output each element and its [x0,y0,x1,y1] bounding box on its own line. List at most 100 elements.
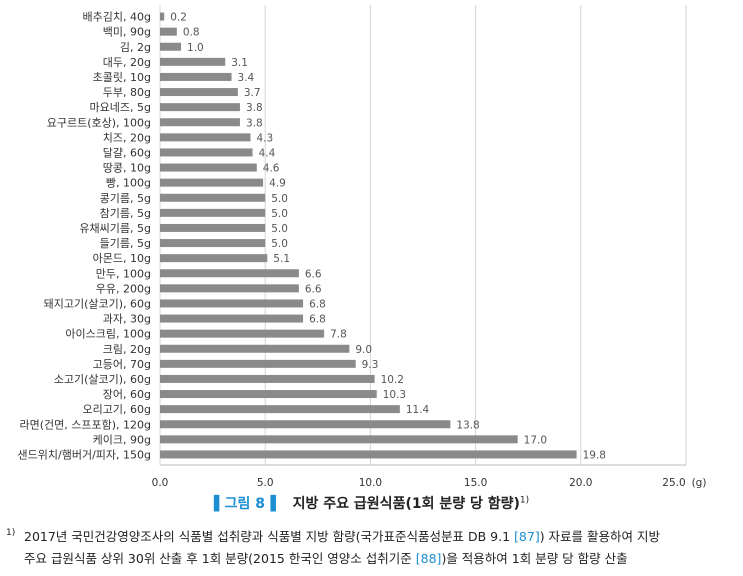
fat-source-bar-chart: 0.0 5.0 10.0 15.0 20.0 25.0 (g) 배추김치, 40g 0.2 백미,… [18,5,707,489]
data-label: 3.8 [246,102,263,114]
footnote-text: 2017년 국민건강영양조사의 식품별 섭취량과 식품별 지방 함량(국가표준식… [24,529,515,544]
data-label: 6.6 [305,283,322,295]
category-label: 배추김치, 40g [83,11,151,24]
bar [160,239,266,248]
data-label: 13.8 [456,419,479,431]
category-label: 두부, 80g [103,86,151,99]
figure-title: 지방 주요 급원식품(1회 분량 당 함량) [292,496,520,512]
category-label: 참기름, 5g [100,207,151,220]
category-label: 우유, 200g [96,282,151,295]
category-label: 빵, 100g [106,177,151,190]
category-label: 케이크, 90g [93,433,151,446]
data-label: 6.8 [309,298,326,310]
data-label: 10.2 [381,374,404,386]
bar [160,329,325,338]
category-label: 고등어, 70g [93,358,151,371]
bar [160,133,251,142]
data-label: 10.3 [383,389,406,401]
data-label: 1.0 [187,42,204,54]
footnote-text: )을 적용하여 1회 분량 당 함량 산출 [441,551,628,566]
footnote-text: ) 자료를 활용하여 지방 [539,529,661,544]
category-label: 라면(건면, 스프포함), 120g [19,418,151,431]
figure-number-tag: ▌그림 8▐ [213,496,276,512]
bar [160,269,299,278]
x-tick-label: 20.0 [569,477,592,489]
category-label: 들기름, 5g [100,237,151,250]
bar [160,254,268,263]
footnote-text: 주요 급원식품 상위 30위 산출 후 1회 분량(2015 한국인 영양소 섭… [24,551,416,566]
data-label: 9.0 [355,344,372,356]
data-label: 4.4 [259,147,276,159]
bar [160,88,238,97]
bar [160,344,350,353]
bar [160,420,451,429]
data-label: 4.6 [263,163,280,175]
data-label: 6.6 [305,268,322,280]
category-label: 아몬드, 10g [93,252,151,265]
footnote-mark: 1) [6,528,16,538]
category-label: 마요네즈, 5g [90,101,151,114]
data-label: 5.1 [273,253,290,265]
data-label: 6.8 [309,314,326,326]
x-tick-label: 10.0 [359,477,382,489]
bar [160,163,257,172]
data-label: 9.3 [362,359,379,371]
category-label: 대두, 20g [103,56,151,69]
bar [160,435,518,444]
category-label: 아이스크림, 100g [65,328,151,341]
data-label: 17.0 [524,434,547,446]
category-label: 크림, 20g [103,343,151,356]
bar [160,193,266,202]
bar [160,27,177,36]
data-label: 3.4 [238,72,255,84]
x-tick-label: 5.0 [257,477,274,489]
bar [160,42,182,51]
data-label: 4.3 [256,132,273,144]
footnote-line-1: 2017년 국민건강영양조사의 식품별 섭취량과 식품별 지방 함량(국가표준식… [6,526,740,548]
bar [160,118,240,127]
bar [160,72,232,81]
bar [160,208,266,217]
category-label: 오리고기, 60g [83,403,151,416]
bar [160,103,240,112]
x-unit-label: (g) [692,477,707,489]
x-tick-label: 25.0 [662,477,685,489]
bar [160,148,253,157]
bar [160,299,304,308]
category-label: 콩기름, 5g [100,192,151,205]
reference-link-87[interactable]: [87] [514,529,540,544]
data-label: 5.0 [271,193,288,205]
data-label: 3.7 [244,87,261,99]
category-label: 초콜릿, 10g [93,71,151,84]
data-label: 11.4 [406,404,430,416]
bar [160,12,165,21]
category-label: 돼지고기(살코기), 60g [44,297,151,310]
figure-note-mark: 1) [519,495,530,506]
data-label: 4.9 [269,178,286,190]
bar [160,390,377,399]
category-label: 백미, 90g [103,26,151,39]
category-label: 샌드위치/햄버거/피자, 150g [18,448,151,461]
figure-caption: ▌그림 8▐ 지방 주요 급원식품(1회 분량 당 함량)1) [0,493,743,513]
bar [160,359,356,368]
category-label: 요구르트(호상), 100g [47,116,151,129]
data-label: 5.0 [271,238,288,250]
data-label: 3.1 [231,57,248,69]
bar [160,450,577,459]
category-label: 장어, 60g [103,388,151,401]
x-tick-label: 15.0 [464,477,487,489]
bar [160,223,266,232]
data-label: 0.8 [183,27,200,39]
data-label: 5.0 [271,208,288,220]
category-label: 치즈, 20g [103,131,151,144]
data-label: 19.8 [583,449,606,461]
reference-link-88[interactable]: [88] [415,551,442,566]
category-label: 만두, 100g [96,267,151,280]
bar [160,405,400,414]
footnote-line-2: 주요 급원식품 상위 30위 산출 후 1회 분량(2015 한국인 영양소 섭… [6,548,740,570]
data-label: 0.2 [170,12,187,24]
bar [160,178,264,187]
category-label: 과자, 30g [103,313,151,326]
category-label: 소고기(살코기), 60g [54,373,151,386]
